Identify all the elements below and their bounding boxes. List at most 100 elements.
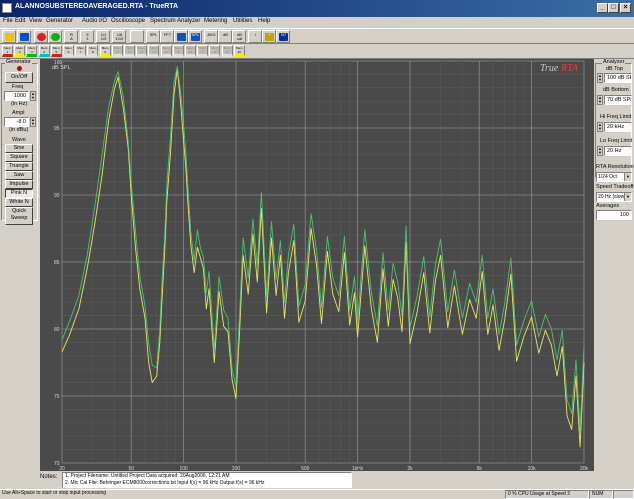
memory-button-13[interactable]: Mem 13 [148, 45, 160, 57]
avg-icon: AVG [207, 32, 216, 37]
bar-icon [177, 33, 186, 41]
oct-2-button[interactable]: 1/6 1/12 [112, 30, 126, 43]
help-bulb-button[interactable]: ? [262, 30, 276, 43]
memory-toolbar: Mem 1 Mem 2 Mem 3 Mem 4 Mem 5 Mem 6 Mem 7 Mem 8… [0, 44, 634, 59]
minimize-button[interactable]: _ [597, 3, 608, 13]
memory-button-19[interactable]: Mem 19 [221, 45, 233, 57]
memory-button-2[interactable]: Mem 2 [14, 45, 26, 57]
memory-button-3[interactable]: Mem 3 [26, 45, 38, 57]
notes-line-1: 1. Project Filename: Untitled Project Da… [65, 473, 230, 479]
quick-sweep-button[interactable]: Quick Sweep [5, 207, 33, 225]
memory-button-1[interactable]: Mem 1 [2, 45, 13, 57]
hi-freq-input[interactable]: 20 kHz [604, 122, 632, 132]
wave-saw-button[interactable]: Saw [5, 171, 33, 180]
bar-button[interactable] [174, 30, 188, 43]
wave-pink-noise-button[interactable]: Pink N [5, 189, 33, 198]
spectrum-plot[interactable]: 95 90 85 80 75 70 20 50 100 200 500 1kHz 2k 5k 10k 20k 1… [40, 59, 594, 471]
analyzer-button[interactable] [17, 30, 31, 43]
x1-button[interactable]: X 1 [80, 30, 94, 43]
oct-1-button[interactable]: 1/1 1/3 [96, 30, 110, 43]
generator-button[interactable] [2, 30, 16, 43]
run-button[interactable] [48, 30, 62, 43]
db-bottom-spinner[interactable]: ▲ ▼ [597, 95, 603, 105]
main-toolbar: R A X 1 1/1 1/3 1/6 1/12 SPL FFT SPL AVG dB dB ca… [0, 28, 634, 44]
spectrum-trace-2 [61, 65, 585, 432]
wave-sine-button[interactable]: Sine [5, 144, 33, 153]
memory-button-20[interactable]: Mem 20 [233, 45, 245, 57]
spl-button[interactable]: SPL [146, 30, 160, 43]
wave-square-button[interactable]: Square [5, 153, 33, 162]
maximize-button[interactable]: □ [608, 3, 619, 13]
x-tick-label: 5k [477, 466, 483, 471]
notes-textbox[interactable]: 1. Project Filename: Untitled Project Da… [62, 472, 352, 488]
noise-spl-button[interactable]: SPL [188, 30, 202, 43]
x1-icon: X 1 [86, 32, 89, 41]
app-icon[interactable] [2, 3, 12, 13]
memory-button-6[interactable]: Mem 6 [63, 45, 74, 57]
rta-view-icon: R A [70, 32, 73, 41]
memory-button-11[interactable]: Mem 11 [124, 45, 135, 57]
menu-edit[interactable]: Edit [15, 18, 26, 24]
meter-icon: ↕ [254, 32, 257, 37]
status-bar: Use Alt+Space to start or stop input pro… [0, 489, 634, 499]
wave-impulse-button[interactable]: Impulse [5, 180, 33, 189]
analyzer-title: Analyzer [602, 59, 626, 65]
db-top-spinner[interactable]: ▲ ▼ [597, 73, 603, 83]
speed-tradeoff-select[interactable]: 20 Hz (slow) ▼ [596, 192, 632, 202]
peak-button[interactable]: dB [218, 30, 232, 43]
hi-freq-spinner[interactable]: ▲ ▼ [597, 122, 603, 132]
menu-oscilloscope[interactable]: Oscilloscope [111, 18, 146, 24]
chevron-down-icon: ▼ [624, 193, 631, 201]
meter-button[interactable]: ↕ [248, 30, 262, 43]
cal-button[interactable]: dB cal [232, 30, 246, 43]
memory-button-9[interactable]: Mem 9 [99, 45, 111, 57]
memory-button-7[interactable]: Mem 7 [75, 45, 87, 57]
rta-resolution-select[interactable]: 1/24 Oct ▼ [596, 172, 632, 182]
memory-button-16[interactable]: Mem 16 [185, 45, 196, 57]
lo-freq-input[interactable]: 20 Hz [604, 146, 632, 156]
rta-view-button[interactable]: R A [64, 30, 78, 43]
memory-button-5[interactable]: Mem 5 [50, 45, 62, 57]
analyzer-icon [20, 33, 29, 41]
memory-button-15[interactable]: Mem 15 [172, 45, 184, 57]
help-bulb-icon: ? [265, 33, 274, 41]
db-bottom-input[interactable]: 70 dB SPL [604, 95, 632, 105]
wave-triangle-button[interactable]: Triangle [5, 162, 33, 171]
menu-view[interactable]: View [29, 18, 42, 24]
x-tick-label: 1kHz [352, 466, 364, 471]
noise-spl-icon: SPL [191, 33, 200, 41]
menu-metering[interactable]: Metering [204, 18, 228, 24]
memory-button-10[interactable]: Mem 10 [111, 45, 123, 57]
memory-button-8[interactable]: Mem 8 [87, 45, 99, 57]
fft-button[interactable]: FFT [160, 30, 174, 43]
avg-button[interactable]: AVG [204, 30, 218, 43]
menu-audio-io[interactable]: Audio I/O [82, 18, 108, 24]
memory-button-17[interactable]: Mem 17 [197, 45, 209, 57]
freq-input[interactable]: 1000 [4, 91, 29, 101]
db-top-input[interactable]: 100 dB SPL [604, 73, 632, 83]
close-button[interactable]: × [620, 3, 631, 13]
memory-button-12[interactable]: Mem 12 [136, 45, 148, 57]
db-top-label: dB Top [606, 66, 624, 72]
ampl-spinner[interactable]: ▲ ▼ [30, 117, 36, 127]
menu-help[interactable]: Help [258, 18, 271, 24]
menu-spectrum-analyzer[interactable]: Spectrum Analyzer [150, 18, 201, 24]
generator-onoff-button[interactable]: On/Off [5, 72, 33, 83]
memory-button-14[interactable]: Mem 14 [160, 45, 172, 57]
memory-button-4[interactable]: Mem 4 [38, 45, 50, 57]
lo-freq-spinner[interactable]: ▲ ▼ [597, 146, 603, 156]
grid-icon [133, 33, 142, 41]
ampl-input[interactable]: -8.0 [4, 117, 29, 127]
grid-button[interactable] [130, 30, 144, 43]
menu-generator[interactable]: Generator [46, 18, 74, 24]
notes-area: Notes: 1. Project Filename: Untitled Pro… [0, 471, 634, 489]
freq-spinner[interactable]: ▲ ▼ [30, 91, 36, 101]
generator-status-led-icon [17, 66, 22, 71]
menu-file[interactable]: File [3, 18, 13, 24]
context-help-button[interactable]: N? [276, 30, 290, 43]
memory-button-18[interactable]: Mem 18 [209, 45, 221, 57]
stop-button[interactable] [34, 30, 48, 43]
menu-utilities[interactable]: Utilities [233, 18, 253, 24]
averages-input[interactable]: 100 [596, 210, 632, 220]
wave-white-noise-button[interactable]: White N [5, 198, 33, 207]
